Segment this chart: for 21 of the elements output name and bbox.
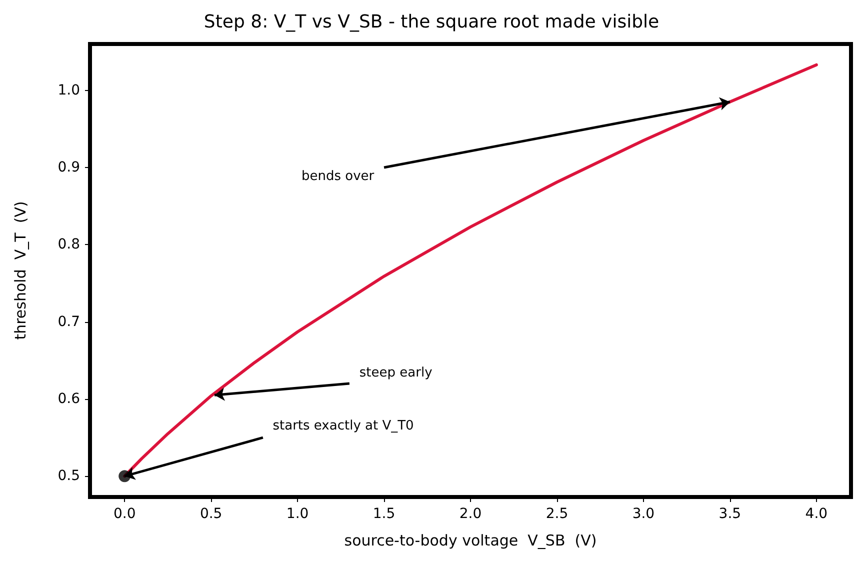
annotation: bends over bbox=[301, 169, 375, 184]
annotation: starts exactly at V_T0 bbox=[272, 418, 414, 434]
y-tick-label: 1.0 bbox=[58, 82, 80, 98]
x-tick-label: 1.0 bbox=[286, 506, 309, 522]
y-axis-title: threshold V_T (V) bbox=[12, 201, 30, 340]
x-tick-label: 2.5 bbox=[546, 506, 568, 522]
x-tick-label: 3.5 bbox=[718, 506, 742, 522]
y-tick-label: 0.7 bbox=[58, 314, 80, 330]
x-tick-label: 0.5 bbox=[200, 506, 222, 522]
x-tick-label: 2.0 bbox=[459, 506, 482, 522]
x-tick-label: 3.0 bbox=[632, 506, 655, 522]
x-axis-title: source-to-body voltage V_SB (V) bbox=[344, 532, 597, 550]
x-tick-label: 0.0 bbox=[113, 506, 136, 522]
x-tick-label: 4.0 bbox=[805, 506, 828, 522]
y-tick-label: 0.5 bbox=[58, 468, 80, 484]
annotation: steep early bbox=[359, 366, 433, 381]
chart-title: Step 8: V_T vs V_SB - the square root made visible bbox=[204, 12, 660, 32]
y-tick-label: 0.6 bbox=[58, 390, 80, 407]
x-tick-label: 1.5 bbox=[372, 506, 396, 522]
y-tick-label: 0.8 bbox=[58, 236, 80, 253]
y-tick-label: 0.9 bbox=[58, 159, 80, 176]
